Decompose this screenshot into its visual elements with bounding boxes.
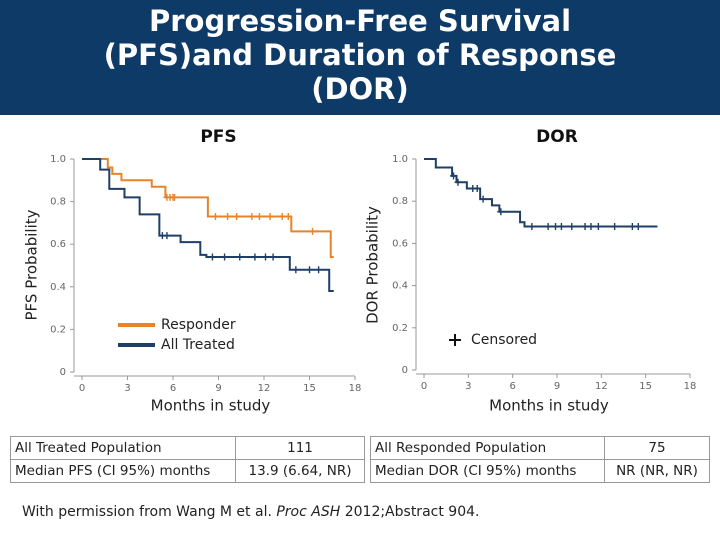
- table: All Responded Population 75 Median DOR (C…: [370, 436, 710, 483]
- cell: All Responded Population: [370, 436, 605, 460]
- charts: PFS PFS Probability Months in study 0 0.2 0.4…: [23, 127, 697, 415]
- x-tick-label: 6: [509, 381, 515, 392]
- censor-mark: [266, 213, 274, 221]
- y-tick-label: 0.2: [50, 324, 66, 335]
- censor-mark: [284, 213, 292, 221]
- censor-mark: [309, 227, 317, 235]
- cell: 13.9 (6.64, NR): [235, 459, 365, 483]
- footnote: With permission from Wang M et al. Proc …: [22, 504, 479, 520]
- y-tick-label: 0.6: [392, 238, 408, 249]
- table: All Treated Population 111 Median PFS (CI…: [10, 436, 365, 483]
- y-axis-label: PFS Probability: [23, 209, 41, 320]
- censor-mark: [269, 253, 277, 261]
- censor-mark: [236, 253, 244, 261]
- legend-label: All Treated: [161, 337, 235, 353]
- censor-mark: [581, 223, 589, 231]
- x-tick-label: 9: [215, 383, 221, 394]
- legend-label: Censored: [471, 332, 537, 348]
- censor-mark: [528, 223, 536, 231]
- slide-title: Progression-Free Survival (PFS)and Durat…: [103, 4, 617, 106]
- x-tick-label: 15: [303, 383, 316, 394]
- cell: 75: [604, 436, 710, 460]
- y-tick-label: 1.0: [50, 154, 66, 165]
- x-tick-label: 3: [124, 383, 130, 394]
- y-axis-label: DOR Probability: [364, 206, 382, 324]
- censor-mark: [594, 223, 602, 231]
- censor-mark: [568, 223, 576, 231]
- y-tick-label: 0.8: [392, 196, 408, 207]
- censor-mark: [628, 223, 636, 231]
- censor-mark: [587, 223, 595, 231]
- x-tick-label: 12: [595, 381, 608, 392]
- censor-mark: [611, 223, 619, 231]
- censor-mark: [255, 213, 263, 221]
- legend-censor-symbol: [449, 334, 461, 346]
- censor-mark: [473, 185, 481, 193]
- censor-mark: [450, 172, 458, 180]
- footnote-text: With permission from Wang M et al.: [22, 504, 277, 520]
- censor-mark: [454, 178, 462, 186]
- censor-mark: [315, 266, 323, 274]
- x-tick-label: 9: [554, 381, 560, 392]
- censor-mark: [292, 266, 300, 274]
- censor-mark: [208, 253, 216, 261]
- x-tick-label: 0: [421, 381, 427, 392]
- y-tick-label: 0.8: [50, 197, 66, 208]
- x-tick-label: 12: [258, 383, 271, 394]
- censor-mark: [278, 213, 286, 221]
- cell: 111: [235, 436, 365, 460]
- censor-mark: [306, 266, 313, 274]
- censor-mark: [497, 208, 505, 216]
- survival-curve: [82, 158, 334, 258]
- censor-mark: [634, 223, 642, 231]
- censor-mark: [248, 213, 256, 221]
- cell: NR (NR, NR): [604, 459, 710, 483]
- censor-mark: [233, 213, 241, 221]
- x-tick-label: 0: [79, 383, 85, 394]
- censor-mark: [262, 253, 270, 261]
- legend-label: Responder: [161, 317, 236, 333]
- x-tick-label: 15: [639, 381, 652, 392]
- footnote-text: 2012;Abstract 904.: [340, 504, 480, 520]
- y-tick-label: 0: [60, 367, 66, 378]
- censor-mark: [211, 213, 219, 221]
- censor-mark: [251, 253, 259, 261]
- censor-mark: [224, 213, 232, 221]
- cell: Median PFS (CI 95%) months: [10, 459, 236, 483]
- censor-mark: [544, 223, 552, 231]
- censor-mark: [557, 223, 565, 231]
- chart-title: DOR: [536, 127, 578, 147]
- x-tick-label: 6: [170, 383, 176, 394]
- censor-mark: [552, 223, 560, 231]
- chart-title: PFS: [200, 127, 236, 147]
- censor-mark: [479, 195, 487, 203]
- y-tick-label: 0.4: [50, 282, 66, 293]
- y-tick-label: 0.6: [50, 239, 66, 250]
- censor-mark: [171, 193, 179, 201]
- y-tick-label: 0.4: [392, 281, 408, 292]
- y-tick-label: 0: [402, 365, 408, 376]
- censor-mark: [163, 232, 171, 240]
- y-tick-label: 1.0: [392, 154, 408, 165]
- cell: All Treated Population: [10, 436, 236, 460]
- x-tick-label: 3: [465, 381, 471, 392]
- x-tick-label: 18: [349, 383, 362, 394]
- y-tick-label: 0.2: [392, 323, 408, 334]
- footnote-journal: Proc ASH: [276, 504, 341, 520]
- header: Progression-Free Survival (PFS)and Durat…: [0, 0, 720, 115]
- x-axis-label: Months in study: [489, 397, 609, 415]
- survival-curve: [424, 158, 658, 228]
- x-axis-label: Months in study: [151, 397, 271, 415]
- x-tick-label: 18: [684, 381, 697, 392]
- cell: Median DOR (CI 95%) months: [370, 459, 605, 483]
- censor-mark: [221, 253, 229, 261]
